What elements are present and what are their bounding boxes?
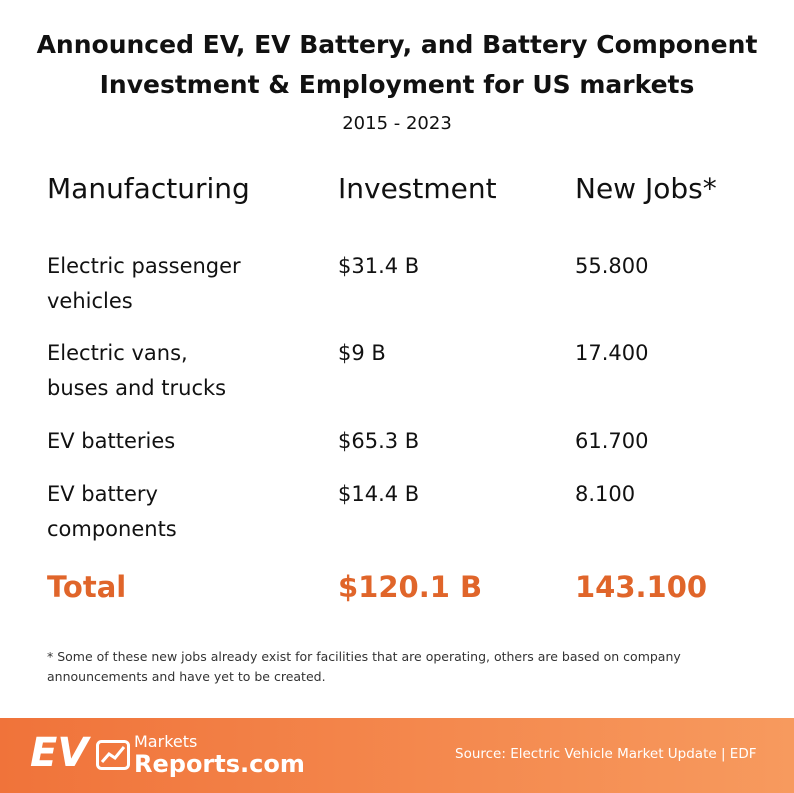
row-label: vehicles	[47, 289, 133, 313]
row-label: EV batteries	[47, 429, 176, 453]
column-header: Investment	[338, 172, 497, 205]
investment: $65.3 B	[338, 429, 420, 453]
footnote: * Some of these new jobs already exist f…	[47, 649, 681, 664]
row-label: Electric vans,	[47, 341, 188, 365]
footnote: announcements and have yet to be created…	[47, 669, 326, 684]
investment: $31.4 B	[338, 254, 420, 278]
title-line: Announced EV, EV Battery, and Battery Co…	[36, 30, 758, 59]
subtitle: 2015 - 2023	[342, 113, 452, 134]
source: Source: Electric Vehicle Market Update |…	[455, 746, 757, 762]
total-jobs: 143.100	[575, 570, 708, 604]
row-label: EV battery	[47, 482, 158, 506]
footer: EV Markets Reports.com Source: Electric …	[0, 718, 794, 793]
row-label: components	[47, 517, 177, 541]
investment: $9 B	[338, 341, 386, 365]
new-jobs: 8.100	[575, 482, 636, 506]
logo-ev: EV	[30, 730, 89, 776]
total-investment: $120.1 B	[338, 570, 483, 604]
row-label: buses and trucks	[47, 376, 227, 400]
logo-markets: Markets	[134, 732, 198, 751]
new-jobs: 61.700	[575, 429, 649, 453]
new-jobs: 17.400	[575, 341, 649, 365]
column-header: New Jobs*	[575, 172, 717, 205]
title-line: Investment & Employment for US markets	[99, 70, 695, 99]
logo-icon	[96, 740, 130, 770]
investment: $14.4 B	[338, 482, 420, 506]
total-label: Total	[47, 570, 127, 604]
logo-reports: Reports.com	[134, 750, 305, 778]
new-jobs: 55.800	[575, 254, 649, 278]
row-label: Electric passenger	[47, 254, 241, 278]
column-header: Manufacturing	[47, 172, 250, 205]
